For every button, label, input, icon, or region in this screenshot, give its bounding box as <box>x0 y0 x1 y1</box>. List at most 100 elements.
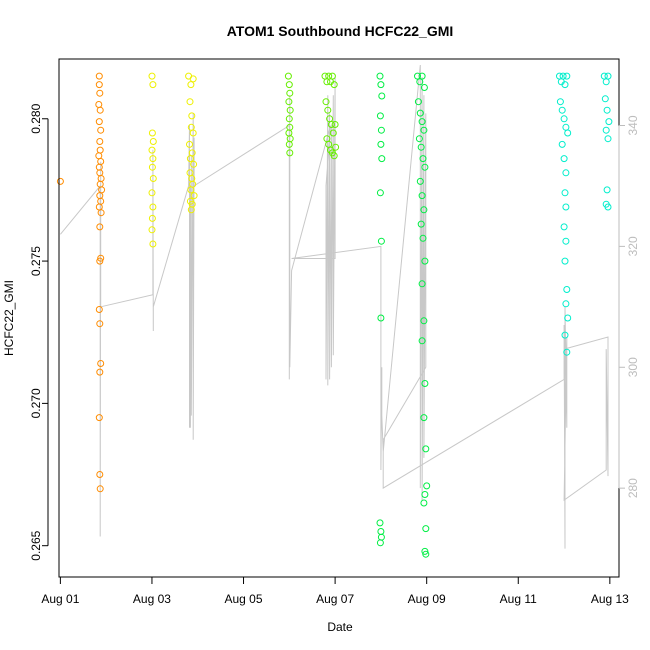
data-point <box>96 89 104 97</box>
x-tick-label: Aug 01 <box>41 592 79 606</box>
data-point <box>330 81 338 89</box>
data-point <box>378 155 386 163</box>
data-point <box>98 186 106 194</box>
data-point <box>97 254 105 262</box>
data-point <box>419 234 427 242</box>
data-point <box>377 140 385 148</box>
data-point <box>187 206 195 214</box>
data-point <box>560 115 568 123</box>
data-point <box>603 106 611 114</box>
data-point <box>328 72 336 80</box>
data-point <box>376 112 384 120</box>
x-tick-label: Aug 09 <box>408 592 446 606</box>
secondary-y-axis: 280 300 320 340 <box>618 115 640 498</box>
data-point <box>56 177 64 185</box>
data-point <box>186 140 193 148</box>
data-point <box>189 75 197 83</box>
data-point <box>418 118 426 126</box>
data-point <box>560 155 568 163</box>
data-point <box>377 126 385 134</box>
data-point <box>190 160 198 168</box>
x-axis-label: Date <box>327 620 353 634</box>
x-tick-label: Aug 07 <box>316 592 354 606</box>
data-point <box>378 92 386 100</box>
data-point <box>562 203 570 211</box>
data-point <box>149 138 157 145</box>
data-point <box>285 81 293 89</box>
chart-title: ATOM1 Southbound HCFC22_GMI <box>227 23 454 39</box>
data-point <box>558 140 566 148</box>
data-points <box>56 72 613 558</box>
data-point <box>605 118 613 126</box>
data-point <box>416 177 424 185</box>
data-point <box>322 98 330 106</box>
data-point <box>421 257 429 265</box>
data-point <box>95 163 103 171</box>
data-point <box>604 72 612 80</box>
data-point <box>561 257 569 265</box>
data-point <box>419 155 427 163</box>
data-point <box>96 485 104 493</box>
data-point <box>561 189 569 197</box>
data-point <box>418 72 426 80</box>
data-point <box>563 72 571 80</box>
data-point <box>331 121 339 128</box>
data-point <box>148 226 156 234</box>
y2-tick-label: 340 <box>626 115 640 135</box>
data-point <box>414 98 422 106</box>
data-point <box>96 368 104 376</box>
data-point <box>329 129 337 137</box>
data-point <box>602 126 610 134</box>
data-point <box>96 257 104 265</box>
data-point <box>284 72 292 80</box>
data-point <box>286 149 294 157</box>
data-point <box>187 81 195 89</box>
data-point <box>416 109 424 117</box>
data-point <box>95 414 103 422</box>
data-point <box>422 550 430 558</box>
data-point <box>559 72 567 80</box>
data-point <box>418 337 426 345</box>
data-point <box>95 72 103 80</box>
data-point <box>604 203 612 211</box>
data-point <box>148 72 156 80</box>
data-point <box>149 81 157 89</box>
x-axis: Aug 01 Aug 03 Aug 05 Aug 07 Aug 09 Aug 11 Aug … <box>41 576 629 606</box>
y-tick-label: 0.275 <box>29 246 43 276</box>
data-point <box>189 129 197 137</box>
data-point <box>563 286 571 293</box>
data-point <box>376 189 384 197</box>
data-point <box>376 519 384 527</box>
data-point <box>286 106 294 114</box>
data-point <box>415 135 423 143</box>
data-point <box>377 314 385 322</box>
data-point <box>327 121 335 128</box>
data-point <box>562 300 570 308</box>
data-point <box>558 106 566 114</box>
data-point <box>377 237 385 245</box>
data-point <box>148 163 156 171</box>
data-point <box>285 140 293 148</box>
data-point <box>602 78 610 86</box>
data-point <box>420 499 428 507</box>
plot-area <box>58 58 620 578</box>
data-point <box>187 186 195 194</box>
altitude-line <box>60 64 609 549</box>
data-point <box>421 380 429 387</box>
data-point <box>562 123 570 131</box>
data-point <box>420 317 428 325</box>
data-point <box>377 533 385 541</box>
y-tick-label: 0.280 <box>29 103 43 133</box>
data-point <box>561 331 569 339</box>
data-point <box>416 78 424 86</box>
data-point <box>376 72 384 80</box>
y2-tick-label: 280 <box>626 478 640 498</box>
data-point <box>96 223 104 231</box>
data-point <box>285 98 293 106</box>
data-point <box>418 192 426 200</box>
data-point <box>149 203 157 211</box>
data-point <box>330 152 338 160</box>
data-point <box>188 112 196 120</box>
data-point <box>332 143 340 151</box>
